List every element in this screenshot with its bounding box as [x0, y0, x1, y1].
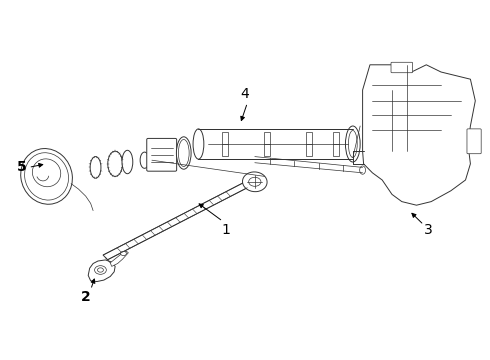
FancyBboxPatch shape: [147, 139, 176, 171]
Polygon shape: [110, 251, 128, 266]
Ellipse shape: [249, 177, 261, 186]
Polygon shape: [88, 260, 115, 282]
Polygon shape: [363, 65, 475, 205]
Ellipse shape: [90, 157, 101, 178]
Circle shape: [121, 251, 126, 256]
Bar: [306, 132, 312, 156]
Ellipse shape: [122, 150, 133, 174]
Ellipse shape: [193, 129, 204, 159]
Ellipse shape: [360, 166, 366, 174]
Bar: [333, 132, 339, 156]
FancyBboxPatch shape: [467, 129, 481, 154]
FancyBboxPatch shape: [391, 62, 413, 73]
Polygon shape: [198, 129, 353, 159]
Ellipse shape: [348, 131, 357, 158]
Circle shape: [98, 268, 103, 272]
Polygon shape: [103, 183, 247, 260]
Ellipse shape: [243, 172, 267, 192]
Ellipse shape: [21, 149, 73, 204]
Bar: [222, 132, 228, 156]
Circle shape: [95, 266, 106, 274]
Ellipse shape: [178, 140, 189, 167]
Ellipse shape: [176, 137, 191, 169]
Text: 1: 1: [221, 224, 230, 237]
Ellipse shape: [345, 126, 360, 162]
Bar: [264, 132, 270, 156]
Ellipse shape: [32, 159, 61, 187]
Text: 2: 2: [81, 290, 91, 304]
Text: 4: 4: [241, 87, 249, 100]
Text: 5: 5: [17, 161, 27, 174]
Text: 3: 3: [424, 224, 433, 237]
Ellipse shape: [108, 151, 122, 176]
